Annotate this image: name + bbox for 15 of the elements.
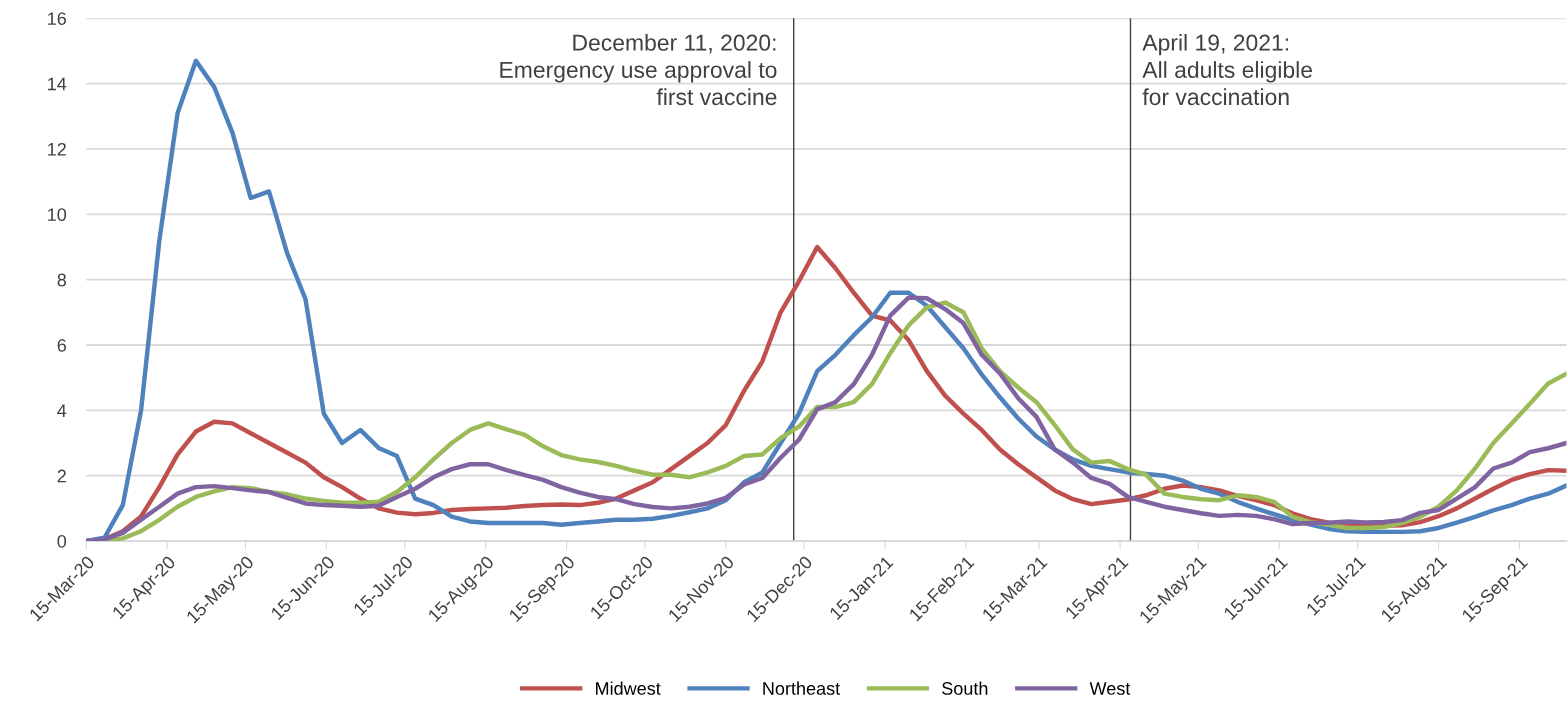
y-tick-label: 16: [48, 12, 66, 25]
y-tick-label: 0: [57, 534, 67, 548]
ref-line-label: April 19, 2021: All adults eligible for vaccination: [1142, 33, 1312, 106]
legend-label: Midwest: [596, 681, 661, 695]
legend-label: Northeast: [763, 681, 841, 695]
y-tick-label: 14: [48, 77, 67, 91]
y-tick-label: 8: [57, 273, 67, 287]
legend-label: South: [942, 681, 988, 695]
y-tick-label: 12: [48, 142, 66, 156]
y-tick-label: 10: [48, 208, 67, 222]
y-tick-label: 6: [57, 338, 66, 352]
ref-line-label: December 11, 2020: Emergency use approval to first vaccine: [500, 33, 777, 106]
y-tick-label: 2: [57, 469, 66, 483]
legend-label: West: [1089, 682, 1131, 695]
y-tick-label: 4: [57, 404, 67, 417]
